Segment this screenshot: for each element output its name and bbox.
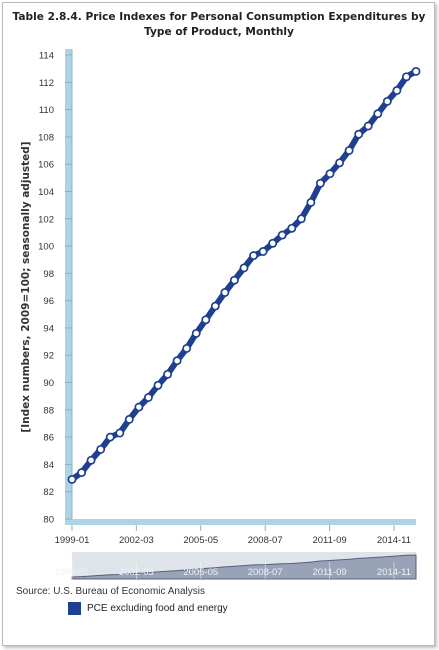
data-point xyxy=(382,96,392,106)
chart-title: Table 2.8.4. Price Indexes for Personal … xyxy=(6,10,432,40)
data-point xyxy=(172,356,182,366)
data-point xyxy=(325,169,335,179)
data-point xyxy=(210,301,220,311)
y-tick-label: 86 xyxy=(43,433,54,444)
x-tick-label: 1999-01 xyxy=(55,535,90,546)
y-tick-label: 92 xyxy=(43,351,54,362)
y-tick-label: 90 xyxy=(43,378,54,389)
data-point xyxy=(344,146,354,155)
data-point xyxy=(306,197,316,207)
data-point xyxy=(86,455,96,465)
chart-title-line-2: Type of Product, Monthly xyxy=(144,26,294,38)
data-point xyxy=(229,275,239,285)
x-tick-label: 2011-09 xyxy=(312,535,346,546)
data-point xyxy=(373,109,383,119)
series-line xyxy=(69,68,419,483)
x-tick-label: 2008-07 xyxy=(248,535,283,546)
data-point xyxy=(96,444,106,454)
y-tick-label: 106 xyxy=(38,160,54,171)
data-point xyxy=(277,230,287,240)
data-point xyxy=(105,432,115,442)
legend-label: PCE excluding food and energy xyxy=(87,603,228,614)
data-point xyxy=(296,214,306,224)
data-point xyxy=(392,86,402,95)
data-point xyxy=(115,428,125,438)
y-axis-band xyxy=(65,49,72,525)
y-tick-label: 96 xyxy=(43,296,54,307)
navigator-tick-label: 2002-03 xyxy=(119,567,154,578)
x-tick-label: 2014-11 xyxy=(377,535,411,546)
legend[interactable]: PCE excluding food and energy xyxy=(68,602,228,615)
y-tick-label: 114 xyxy=(39,51,54,62)
y-tick-label: 82 xyxy=(43,487,54,498)
data-point xyxy=(239,263,249,273)
data-point xyxy=(201,315,211,325)
y-tick-label: 98 xyxy=(43,269,54,280)
x-tick-label: 2005-05 xyxy=(183,535,218,546)
data-point xyxy=(163,369,173,379)
navigator-tick-label: 2011-09 xyxy=(312,567,346,578)
data-point xyxy=(258,247,268,256)
y-tick-label: 110 xyxy=(39,105,54,116)
data-point xyxy=(411,66,421,76)
y-tick-label: 84 xyxy=(43,460,54,471)
y-tick-label: 112 xyxy=(39,78,54,89)
y-tick-label: 88 xyxy=(43,405,54,416)
legend-swatch xyxy=(68,602,81,615)
source-note: Source: U.S. Bureau of Economic Analysis xyxy=(16,586,205,597)
y-tick-label: 94 xyxy=(43,323,54,334)
data-point xyxy=(134,402,144,412)
y-tick-label: 100 xyxy=(38,242,54,253)
data-point xyxy=(143,393,153,402)
data-point xyxy=(182,343,192,353)
navigator-tick-label: 2008-07 xyxy=(248,567,283,578)
data-point xyxy=(287,223,297,233)
data-point xyxy=(153,380,163,390)
y-tick-label: 102 xyxy=(38,214,54,225)
data-point xyxy=(268,238,278,248)
data-point xyxy=(315,178,325,188)
y-tick-label: 104 xyxy=(38,187,54,198)
data-point xyxy=(335,158,345,168)
data-point xyxy=(67,474,77,484)
data-point xyxy=(401,72,411,82)
y-tick-label: 80 xyxy=(43,515,54,526)
x-axis-band xyxy=(72,519,416,525)
data-point xyxy=(363,121,373,131)
x-tick-label: 2002-03 xyxy=(119,535,154,546)
data-point xyxy=(124,414,134,424)
y-tick-label: 108 xyxy=(38,132,54,143)
navigator-tick-label: 2005-05 xyxy=(183,567,218,578)
chart-frame xyxy=(2,2,435,646)
data-point xyxy=(220,288,230,297)
data-point xyxy=(191,328,201,338)
navigator-tick-label: 2014-11 xyxy=(377,567,411,578)
data-point xyxy=(77,468,87,478)
navigator-tick-label: 1999-01 xyxy=(55,567,90,578)
y-axis-title: [Index numbers, 2009=100; seasonally adj… xyxy=(20,141,32,432)
data-point xyxy=(354,129,364,139)
data-point xyxy=(249,251,259,261)
chart-title-line-1: Table 2.8.4. Price Indexes for Personal … xyxy=(12,11,426,23)
navigator-area xyxy=(71,554,417,580)
